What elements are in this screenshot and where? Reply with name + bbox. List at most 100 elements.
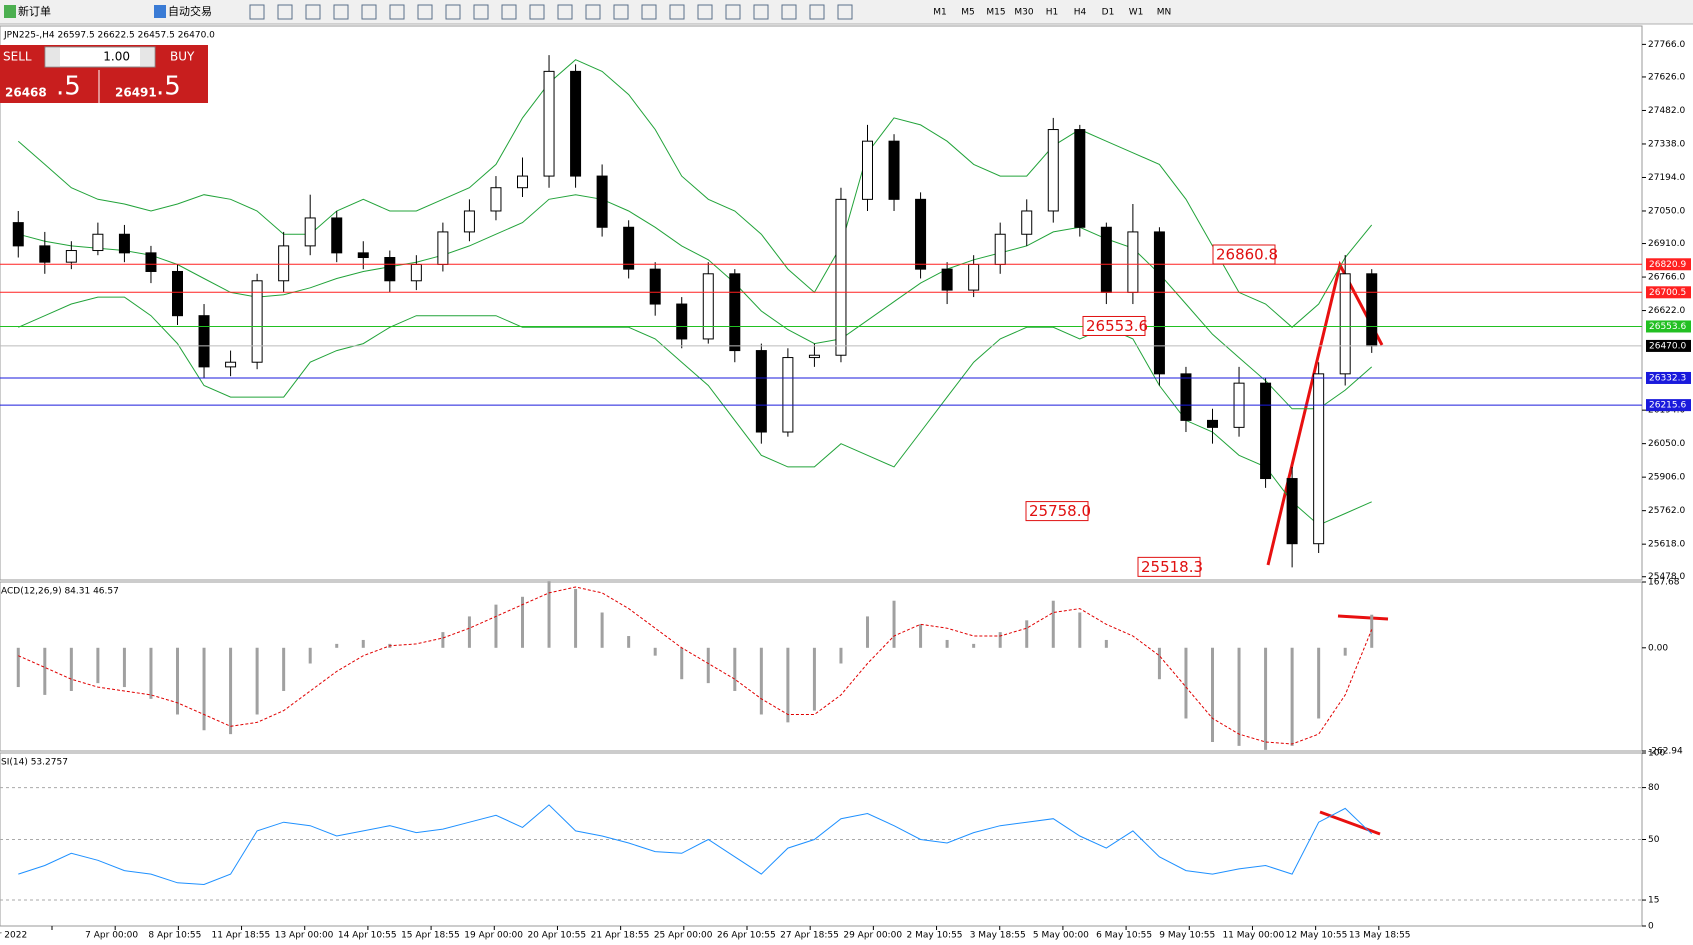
lot-field[interactable] [44, 46, 156, 68]
candle-body [1339, 273, 1351, 375]
timeframe[interactable]: MN [1157, 8, 1172, 18]
x-tick-label: 5 May 00:00 [1033, 931, 1089, 941]
buy-button[interactable]: BUY [170, 50, 195, 64]
candle-body [92, 233, 104, 252]
candle-body [968, 263, 980, 291]
y-tick-label: 15 [1648, 896, 1659, 906]
price-tag-label: 26553.6 [1649, 322, 1686, 332]
tool-icon[interactable] [473, 4, 489, 20]
y-tick-label: 26050.0 [1648, 439, 1685, 449]
x-tick-label: 26 Apr 10:55 [717, 931, 776, 941]
tool-icon[interactable] [697, 4, 713, 20]
timeframe[interactable]: M5 [961, 8, 975, 18]
indicator-label: ACD(12,26,9) 84.31 46.57 [1, 587, 119, 597]
tool-icon[interactable] [389, 4, 405, 20]
candle-body [198, 315, 210, 368]
timeframe[interactable]: M15 [986, 8, 1005, 18]
x-tick-label: 11 May 00:00 [1222, 931, 1284, 941]
candle-body [994, 233, 1006, 265]
candle-body [1127, 231, 1139, 293]
y-tick-label: 27626.0 [1648, 72, 1685, 82]
timeframe[interactable]: W1 [1129, 8, 1144, 18]
x-tick-label: 12 May 10:55 [1286, 931, 1348, 941]
macd-signal [18, 586, 1373, 745]
timeframe[interactable]: H4 [1074, 8, 1087, 18]
price-tag [1646, 339, 1691, 352]
price-tag-label: 26470.0 [1649, 341, 1686, 351]
y-tick-label: 25762.0 [1648, 506, 1685, 516]
timeframe[interactable]: M30 [1014, 8, 1033, 18]
candle-body [729, 273, 741, 352]
tool-icon[interactable] [529, 4, 545, 20]
x-tick-label: 15 Apr 18:55 [401, 931, 460, 941]
tool-icon[interactable] [557, 4, 573, 20]
x-tick-label: 2 May 10:55 [907, 931, 963, 941]
candle-body [1100, 226, 1112, 293]
price-tag [1646, 371, 1691, 384]
tool-icon[interactable] [445, 4, 461, 20]
tool-icon[interactable] [809, 4, 825, 20]
candle-body [649, 268, 661, 305]
lot-down[interactable] [46, 48, 60, 66]
y-tick-label: 27050.0 [1648, 206, 1685, 216]
bollinger-upper [17, 59, 1373, 328]
price-tag [1646, 258, 1691, 271]
tool-icon[interactable] [277, 4, 293, 20]
y-tick-label: 25906.0 [1648, 473, 1685, 483]
tool-icon[interactable] [725, 4, 741, 20]
timeframe[interactable]: D1 [1102, 8, 1115, 18]
candle-body [1074, 129, 1086, 228]
buy-price: 26491 [115, 86, 157, 100]
toolbar-button[interactable]: 自动交易 [168, 4, 212, 18]
lot-value: 1.00 [103, 50, 130, 64]
candle-body [596, 175, 608, 228]
x-tick-label: 19 Apr 00:00 [464, 931, 523, 941]
tool-icon[interactable] [333, 4, 349, 20]
rsi-line [18, 804, 1373, 886]
tool-icon[interactable] [613, 4, 629, 20]
y-tick-label: 27482.0 [1648, 106, 1685, 116]
y-tick-label: 27338.0 [1648, 139, 1685, 149]
candle-body [915, 198, 927, 270]
arrow-rsi [1319, 810, 1381, 836]
tool-icon[interactable] [753, 4, 769, 20]
tool-icon[interactable] [781, 4, 797, 20]
x-tick-label: 14 Apr 10:55 [338, 931, 397, 941]
lot-up[interactable] [140, 48, 154, 66]
toolbar-icon [4, 5, 16, 18]
candle-body [862, 140, 873, 200]
x-tick-label: 6 May 10:55 [1096, 931, 1152, 941]
annotation-box [1137, 556, 1201, 577]
tool-icon[interactable] [837, 4, 853, 20]
tool-icon[interactable] [501, 4, 517, 20]
sell-button[interactable]: SELL [3, 50, 32, 64]
annotation: 26553.6 [1086, 317, 1148, 335]
candle-body [1313, 373, 1325, 545]
candle-body [517, 175, 528, 189]
price-tag-label: 26700.5 [1649, 288, 1686, 298]
tool-icon[interactable] [417, 4, 433, 20]
bollinger-middle [18, 194, 1373, 410]
candle-body [251, 280, 263, 363]
x-tick-label: 29 Apr 00:00 [843, 931, 902, 941]
y-tick-label: 25478.0 [1648, 572, 1685, 582]
toolbar-button[interactable]: 新订单 [18, 4, 51, 18]
candle-body [702, 273, 714, 340]
tool-icon[interactable] [305, 4, 321, 20]
tool-icon[interactable] [669, 4, 685, 20]
main-panel [0, 25, 1643, 581]
timeframe[interactable]: M1 [933, 8, 947, 18]
tool-icon[interactable] [585, 4, 601, 20]
candle-body [384, 257, 396, 282]
tool-icon[interactable] [361, 4, 377, 20]
trend-arrows [1266, 260, 1389, 836]
y-tick-label: 80 [1648, 783, 1660, 793]
tool-icon[interactable] [249, 4, 265, 20]
candle-body [437, 231, 449, 265]
candle-body [835, 198, 847, 356]
price-tag [1646, 286, 1691, 299]
y-tick-label: 25618.0 [1648, 540, 1685, 550]
y-tick-label: 0.00 [1648, 643, 1668, 653]
timeframe[interactable]: H1 [1046, 8, 1059, 18]
tool-icon[interactable] [641, 4, 657, 20]
